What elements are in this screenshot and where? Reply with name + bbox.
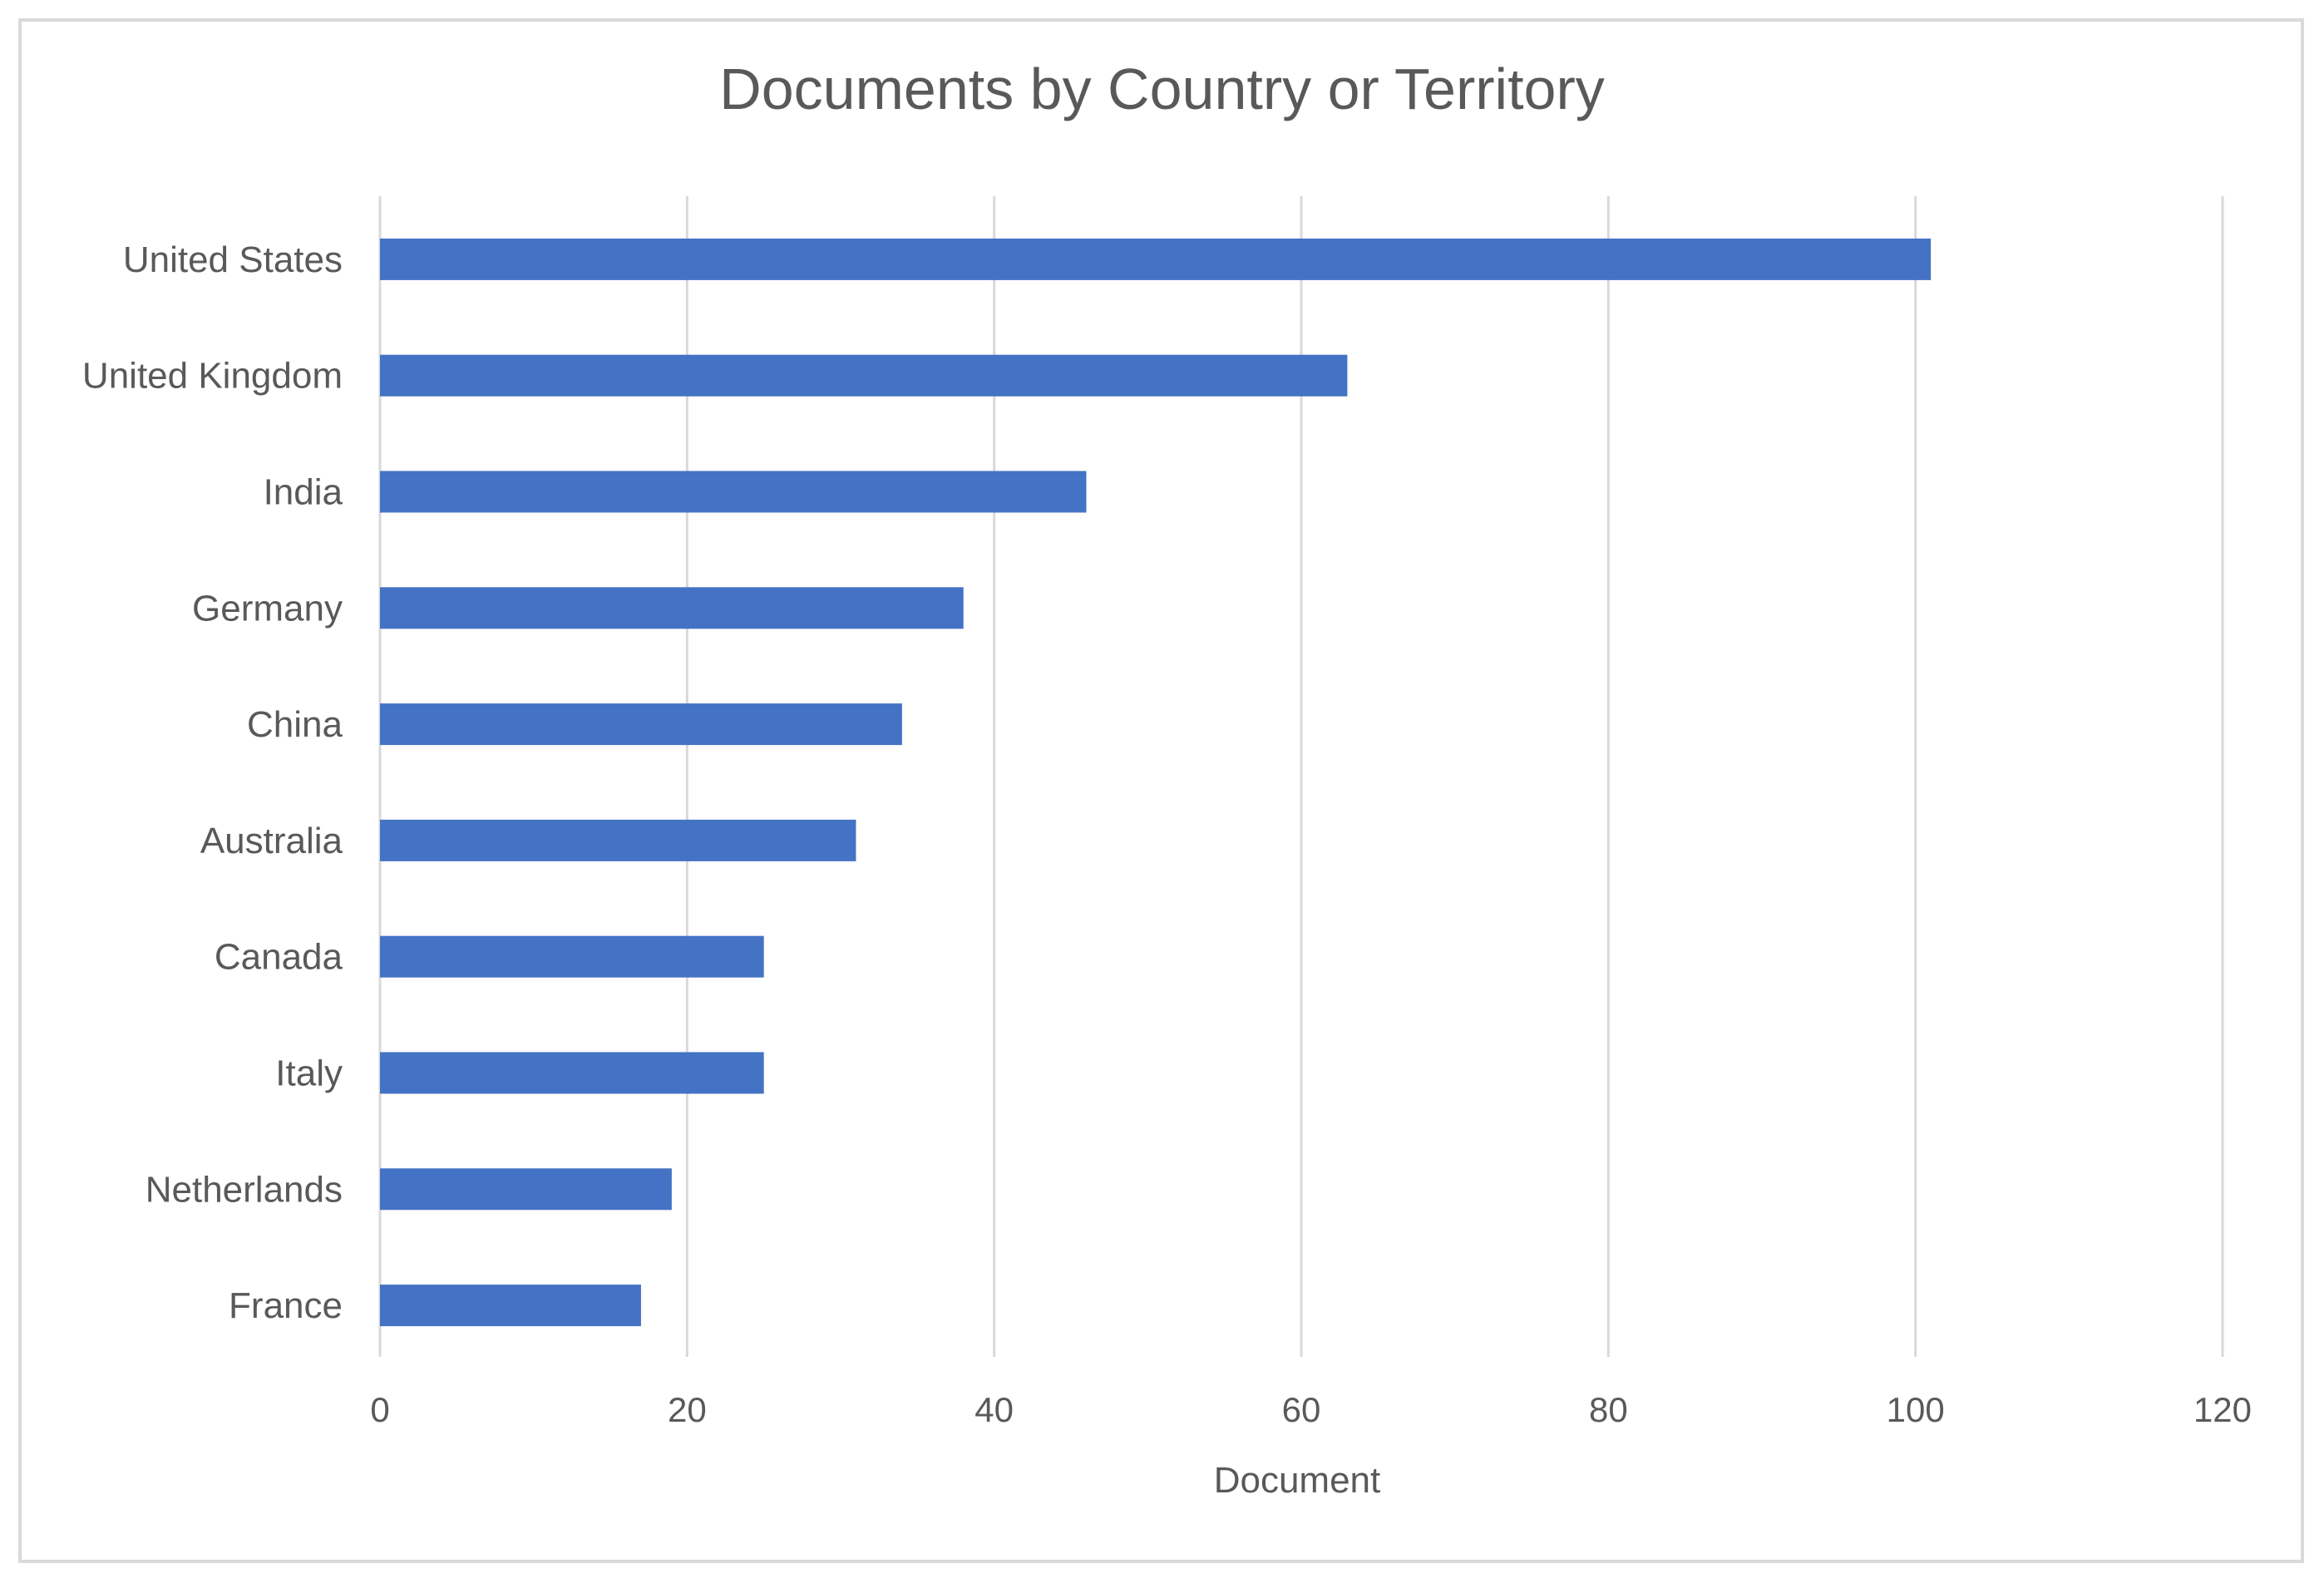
chart-title: Documents by Country or Territory <box>719 57 1605 121</box>
category-label: Germany <box>192 588 343 629</box>
category-label: Canada <box>215 937 343 978</box>
category-label: China <box>247 704 343 745</box>
x-tick-label: 40 <box>975 1390 1014 1429</box>
category-label: Italy <box>275 1053 343 1094</box>
bar <box>380 703 902 746</box>
x-tick-label: 20 <box>668 1390 707 1429</box>
bar <box>380 587 964 629</box>
bar <box>380 1285 641 1327</box>
category-label: France <box>229 1285 343 1326</box>
x-tick-label: 100 <box>1887 1390 1945 1429</box>
x-tick-label: 60 <box>1282 1390 1321 1429</box>
x-tick-label: 0 <box>370 1390 389 1429</box>
bar <box>380 238 1932 280</box>
bar <box>380 1052 764 1094</box>
bar <box>380 354 1348 397</box>
category-label: United Kingdom <box>82 356 343 397</box>
bar <box>380 1168 672 1211</box>
x-axis-title: Document <box>1214 1460 1381 1501</box>
bar <box>380 935 764 978</box>
category-label: United States <box>123 239 343 280</box>
category-label: India <box>264 472 343 513</box>
category-label: Australia <box>200 821 343 861</box>
category-label: Netherlands <box>146 1169 343 1210</box>
x-tick-label: 80 <box>1589 1390 1628 1429</box>
bar <box>380 819 856 861</box>
bar <box>380 471 1087 513</box>
x-tick-label: 120 <box>2193 1390 2252 1429</box>
